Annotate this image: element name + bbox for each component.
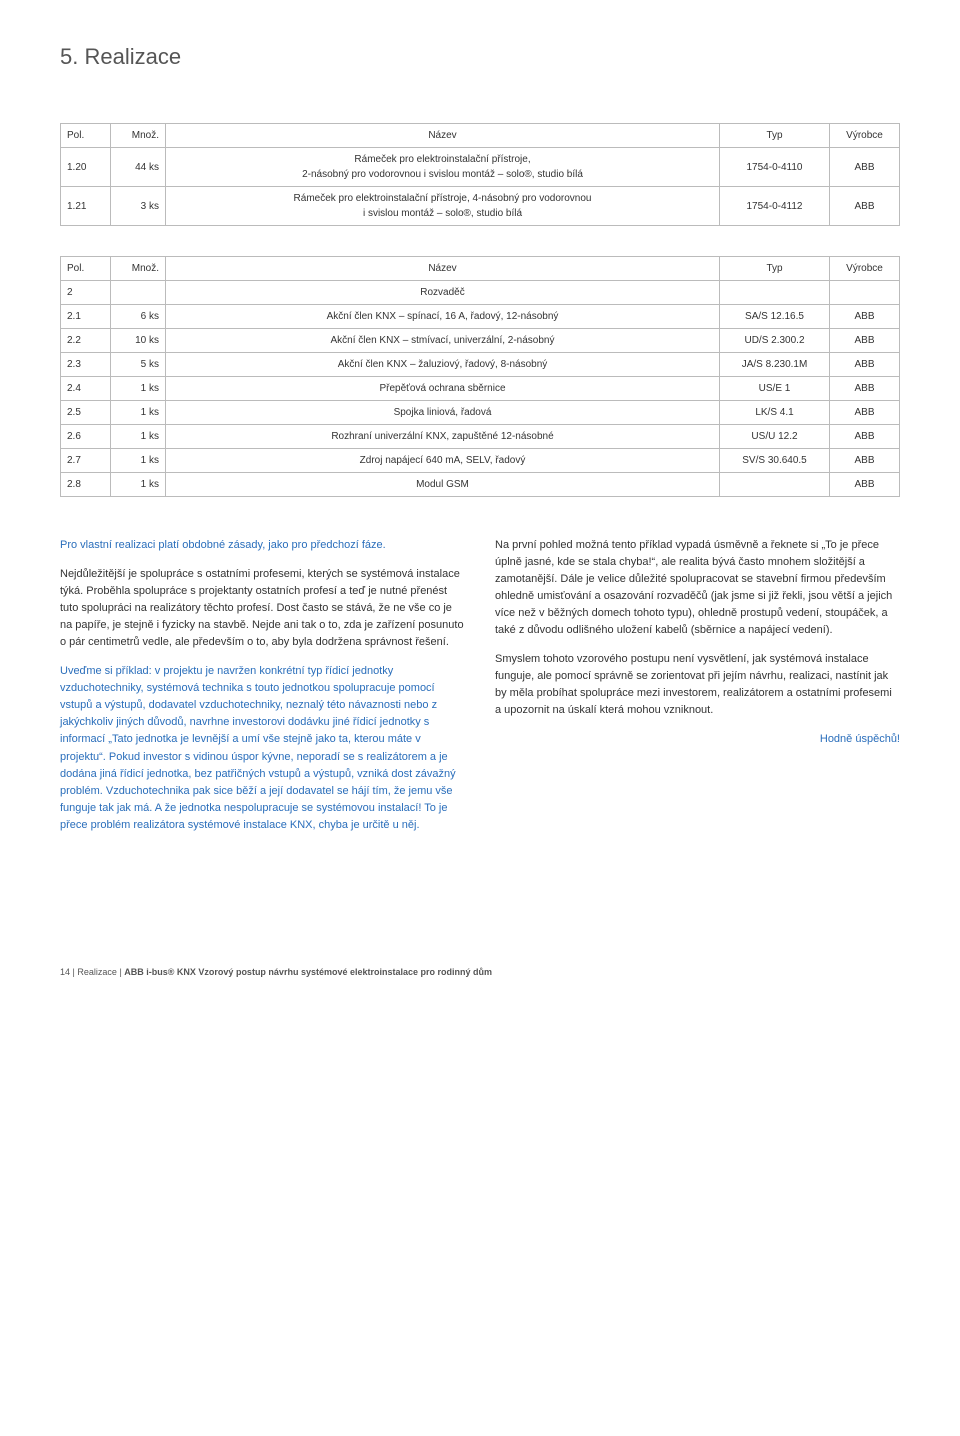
cell-nazev: Rámeček pro elektroinstalační přístroje,… <box>166 148 720 187</box>
footer-sep: | <box>73 967 75 977</box>
th-typ: Typ <box>720 257 830 281</box>
cell-vyrobce: ABB <box>830 377 900 401</box>
footer-section: Realizace <box>77 967 117 977</box>
cell-mnoz: 3 ks <box>111 187 166 226</box>
footer-page: 14 <box>60 967 70 977</box>
table-row: 2.35 ksAkční člen KNX – žaluziový, řadov… <box>61 353 900 377</box>
cell-pol: 1.20 <box>61 148 111 187</box>
cell-vyrobce: ABB <box>830 401 900 425</box>
table-section-row: 2 Rozvaděč <box>61 281 900 305</box>
left-p3: Uveďme si příklad: v projektu je navržen… <box>60 663 465 833</box>
table-row: 2.51 ksSpojka liniová, řadováLK/S 4.1ABB <box>61 401 900 425</box>
cell-vyrobce: ABB <box>830 329 900 353</box>
right-column: Na první pohled možná tento příklad vypa… <box>495 537 900 846</box>
cell-vyrobce: ABB <box>830 425 900 449</box>
th-pol: Pol. <box>61 257 111 281</box>
cell-typ <box>720 281 830 305</box>
cell-typ: 1754-0-4110 <box>720 148 830 187</box>
cell-mnoz: 1 ks <box>111 401 166 425</box>
cell-pol: 2 <box>61 281 111 305</box>
th-vyrobce: Výrobce <box>830 124 900 148</box>
cell-nazev: Akční člen KNX – žaluziový, řadový, 8-ná… <box>166 353 720 377</box>
th-typ: Typ <box>720 124 830 148</box>
cell-typ: UD/S 2.300.2 <box>720 329 830 353</box>
cell-typ: LK/S 4.1 <box>720 401 830 425</box>
table-row: 2.71 ksZdroj napájecí 640 mA, SELV, řado… <box>61 449 900 473</box>
cell-typ <box>720 473 830 497</box>
cell-pol: 1.21 <box>61 187 111 226</box>
left-p1: Pro vlastní realizaci platí obdobné zása… <box>60 537 465 554</box>
table-row: 2.16 ksAkční člen KNX – spínací, 16 A, ř… <box>61 305 900 329</box>
table-header-row: Pol. Množ. Název Typ Výrobce <box>61 257 900 281</box>
cell-typ: JA/S 8.230.1M <box>720 353 830 377</box>
cell-typ: US/E 1 <box>720 377 830 401</box>
left-p2: Nejdůležitější je spolupráce s ostatními… <box>60 566 465 651</box>
cell-vyrobce: ABB <box>830 449 900 473</box>
right-p1: Na první pohled možná tento příklad vypa… <box>495 537 900 639</box>
table-row: 2.210 ksAkční člen KNX – stmívací, unive… <box>61 329 900 353</box>
page-heading: 5. Realizace <box>60 40 900 73</box>
cell-vyrobce: ABB <box>830 473 900 497</box>
cell-mnoz: 1 ks <box>111 377 166 401</box>
cell-nazev: Zdroj napájecí 640 mA, SELV, řadový <box>166 449 720 473</box>
cell-mnoz: 44 ks <box>111 148 166 187</box>
cell-vyrobce: ABB <box>830 187 900 226</box>
cell-vyrobce: ABB <box>830 353 900 377</box>
table-2: Pol. Množ. Název Typ Výrobce 2Rozvaděč2.… <box>60 256 900 497</box>
cell-mnoz: 6 ks <box>111 305 166 329</box>
footer-sep2: | <box>119 967 121 977</box>
table-row: 1.2044 ksRámeček pro elektroinstalační p… <box>61 148 900 187</box>
cell-typ: SV/S 30.640.5 <box>720 449 830 473</box>
cell-typ: SA/S 12.16.5 <box>720 305 830 329</box>
cell-mnoz: 1 ks <box>111 473 166 497</box>
footer-title: ABB i-bus® KNX Vzorový postup návrhu sys… <box>124 967 492 977</box>
cell-pol: 2.7 <box>61 449 111 473</box>
th-pol: Pol. <box>61 124 111 148</box>
cell-nazev: Rámeček pro elektroinstalační přístroje,… <box>166 187 720 226</box>
table-row: 2.61 ksRozhraní univerzální KNX, zapuště… <box>61 425 900 449</box>
table-header-row: Pol. Množ. Název Typ Výrobce <box>61 124 900 148</box>
cell-nazev: Rozhraní univerzální KNX, zapuštěné 12-n… <box>166 425 720 449</box>
left-column: Pro vlastní realizaci platí obdobné zása… <box>60 537 465 846</box>
right-p2: Smyslem tohoto vzorového postupu není vy… <box>495 651 900 719</box>
cell-typ: US/U 12.2 <box>720 425 830 449</box>
cell-typ: 1754-0-4112 <box>720 187 830 226</box>
cell-vyrobce <box>830 281 900 305</box>
table-1: Pol. Množ. Název Typ Výrobce 1.2044 ksRá… <box>60 123 900 226</box>
cell-nazev: Akční člen KNX – spínací, 16 A, řadový, … <box>166 305 720 329</box>
cell-pol: 2.2 <box>61 329 111 353</box>
cell-vyrobce: ABB <box>830 305 900 329</box>
cell-nazev: Spojka liniová, řadová <box>166 401 720 425</box>
page-footer: 14 | Realizace | ABB i-bus® KNX Vzorový … <box>60 966 900 980</box>
cell-mnoz: 10 ks <box>111 329 166 353</box>
cell-nazev: Přepěťová ochrana sběrnice <box>166 377 720 401</box>
th-nazev: Název <box>166 124 720 148</box>
th-mnoz: Množ. <box>111 257 166 281</box>
cell-mnoz <box>111 281 166 305</box>
cell-pol: 2.3 <box>61 353 111 377</box>
cell-mnoz: 5 ks <box>111 353 166 377</box>
cell-mnoz: 1 ks <box>111 449 166 473</box>
table-row: 2.41 ksPřepěťová ochrana sběrniceUS/E 1A… <box>61 377 900 401</box>
cell-pol: 2.4 <box>61 377 111 401</box>
th-mnoz: Množ. <box>111 124 166 148</box>
right-p3: Hodně úspěchů! <box>495 731 900 748</box>
cell-pol: 2.6 <box>61 425 111 449</box>
cell-pol: 2.1 <box>61 305 111 329</box>
cell-nazev: Rozvaděč <box>166 281 720 305</box>
cell-mnoz: 1 ks <box>111 425 166 449</box>
table-row: 2.81 ksModul GSM ABB <box>61 473 900 497</box>
th-vyrobce: Výrobce <box>830 257 900 281</box>
table-row: 1.213 ksRámeček pro elektroinstalační př… <box>61 187 900 226</box>
body-columns: Pro vlastní realizaci platí obdobné zása… <box>60 537 900 846</box>
cell-nazev: Akční člen KNX – stmívací, univerzální, … <box>166 329 720 353</box>
cell-pol: 2.8 <box>61 473 111 497</box>
cell-pol: 2.5 <box>61 401 111 425</box>
cell-nazev: Modul GSM <box>166 473 720 497</box>
th-nazev: Název <box>166 257 720 281</box>
cell-vyrobce: ABB <box>830 148 900 187</box>
